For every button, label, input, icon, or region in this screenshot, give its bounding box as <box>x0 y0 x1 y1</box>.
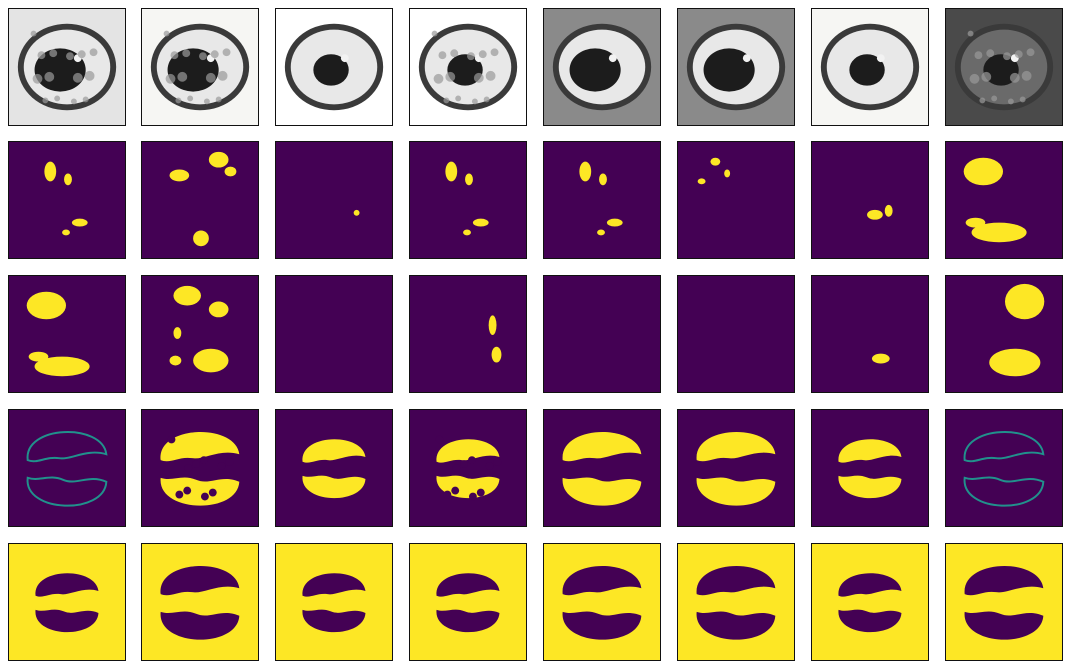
ct-scan <box>945 8 1063 126</box>
infection-mask-large-image <box>142 276 258 392</box>
lung-mask <box>677 409 795 527</box>
lung-mask-image <box>410 410 526 526</box>
infection-mask-small-image <box>276 142 392 258</box>
ct-scan-image <box>276 9 392 125</box>
inverse-lung-mask <box>8 543 126 661</box>
inverse-lung-mask <box>677 543 795 661</box>
infection-mask-small <box>945 141 1063 259</box>
infection-mask-large-image <box>812 276 928 392</box>
lung-mask-image <box>142 410 258 526</box>
inverse-lung-mask-image <box>276 544 392 660</box>
inverse-lung-mask-image <box>544 544 660 660</box>
infection-mask-large-image <box>946 276 1062 392</box>
ct-scan <box>275 8 393 126</box>
lung-mask <box>141 409 259 527</box>
inverse-lung-mask <box>141 543 259 661</box>
lung-mask <box>409 409 527 527</box>
inverse-lung-mask <box>811 543 929 661</box>
infection-mask-small <box>141 141 259 259</box>
ct-scan-image <box>678 9 794 125</box>
lung-mask-image <box>678 410 794 526</box>
infection-mask-large <box>543 275 661 393</box>
lung-mask-image <box>544 410 660 526</box>
infection-mask-large-image <box>410 276 526 392</box>
ct-scan <box>409 8 527 126</box>
lung-mask-image <box>276 410 392 526</box>
inverse-lung-mask-image <box>142 544 258 660</box>
infection-mask-large <box>677 275 795 393</box>
infection-mask-small-image <box>410 142 526 258</box>
infection-mask-small <box>543 141 661 259</box>
inverse-lung-mask-image <box>812 544 928 660</box>
inverse-lung-mask <box>409 543 527 661</box>
ct-scan-image <box>544 9 660 125</box>
infection-mask-small-image <box>678 142 794 258</box>
infection-mask-small <box>275 141 393 259</box>
inverse-lung-mask-image <box>678 544 794 660</box>
inverse-lung-mask <box>543 543 661 661</box>
inverse-lung-mask <box>945 543 1063 661</box>
inverse-lung-mask-image <box>9 544 125 660</box>
lung-mask-image <box>946 410 1062 526</box>
infection-mask-small <box>409 141 527 259</box>
lung-mask-image <box>9 410 125 526</box>
infection-mask-large <box>8 275 126 393</box>
infection-mask-large-image <box>544 276 660 392</box>
lung-mask <box>275 409 393 527</box>
ct-scan <box>543 8 661 126</box>
ct-scan <box>811 8 929 126</box>
inverse-lung-mask-image <box>410 544 526 660</box>
infection-mask-small <box>8 141 126 259</box>
infection-mask-large <box>945 275 1063 393</box>
infection-mask-large <box>409 275 527 393</box>
ct-scan <box>677 8 795 126</box>
infection-mask-small <box>811 141 929 259</box>
ct-scan-image <box>9 9 125 125</box>
infection-mask-large <box>275 275 393 393</box>
ct-scan-image <box>812 9 928 125</box>
lung-mask <box>8 409 126 527</box>
ct-scan <box>8 8 126 126</box>
lung-mask <box>945 409 1063 527</box>
inverse-lung-mask <box>275 543 393 661</box>
ct-scan-image <box>410 9 526 125</box>
infection-mask-large-image <box>276 276 392 392</box>
infection-mask-large-image <box>9 276 125 392</box>
infection-mask-large <box>141 275 259 393</box>
infection-mask-large <box>811 275 929 393</box>
ct-scan <box>141 8 259 126</box>
infection-mask-small-image <box>142 142 258 258</box>
inverse-lung-mask-image <box>946 544 1062 660</box>
infection-mask-small-image <box>9 142 125 258</box>
lung-mask <box>543 409 661 527</box>
ct-scan-image <box>946 9 1062 125</box>
ct-scan-image <box>142 9 258 125</box>
lung-mask <box>811 409 929 527</box>
infection-mask-small <box>677 141 795 259</box>
lung-mask-image <box>812 410 928 526</box>
infection-mask-small-image <box>544 142 660 258</box>
infection-mask-small-image <box>812 142 928 258</box>
infection-mask-small-image <box>946 142 1062 258</box>
infection-mask-large-image <box>678 276 794 392</box>
